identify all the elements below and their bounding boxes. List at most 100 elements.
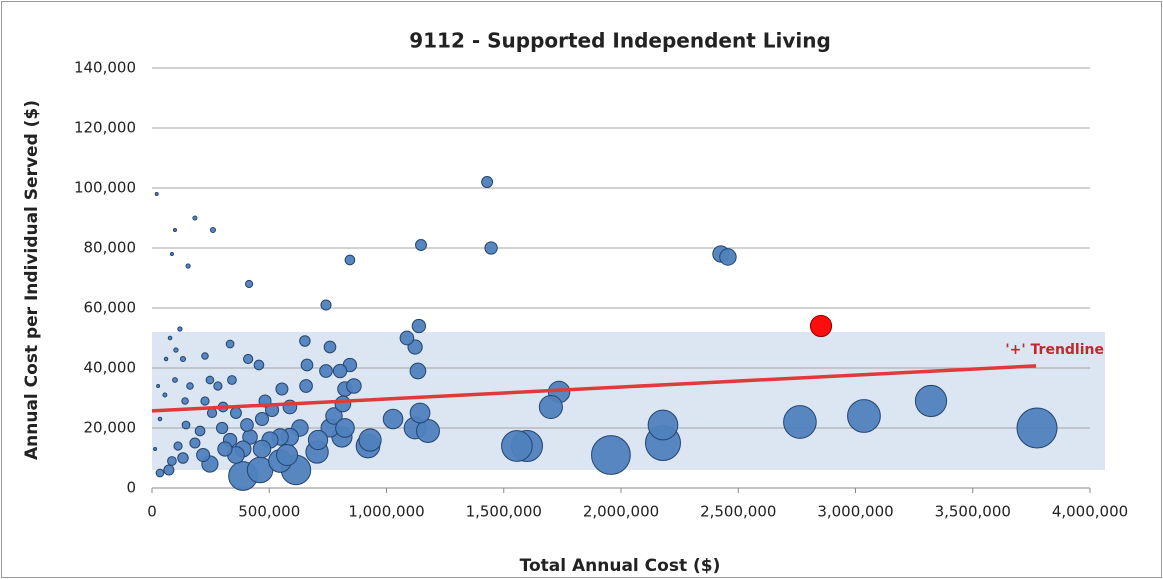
bubble xyxy=(213,381,223,391)
x-tick-label: 2,500,000 xyxy=(700,503,776,521)
bubble xyxy=(276,444,299,466)
bubble xyxy=(358,428,382,452)
bubble xyxy=(275,382,289,396)
bubble xyxy=(346,378,362,394)
bubble xyxy=(169,251,174,257)
bubble xyxy=(173,441,183,451)
bubble xyxy=(172,227,178,233)
bubble xyxy=(409,402,431,424)
bubble xyxy=(179,355,187,363)
bubble xyxy=(192,215,198,221)
bubble xyxy=(200,396,210,406)
bubble xyxy=(253,359,265,371)
y-tick-label: 140,000 xyxy=(74,59,136,77)
x-tick-label: 500,000 xyxy=(238,503,300,521)
bubble xyxy=(914,384,948,418)
x-tick-label: 0 xyxy=(147,503,157,521)
x-tick-label: 1,000,000 xyxy=(348,503,424,521)
bubble xyxy=(538,394,563,420)
bubble xyxy=(335,418,355,438)
y-tick-label: 0 xyxy=(126,479,136,497)
bubble xyxy=(181,420,191,430)
y-tick-label: 20,000 xyxy=(84,419,137,437)
bubble xyxy=(409,362,427,380)
bubble xyxy=(399,330,415,346)
bubble xyxy=(325,407,343,425)
x-axis-title: Total Annual Cost ($) xyxy=(520,556,721,576)
bubble xyxy=(411,318,427,334)
bubble xyxy=(299,335,311,347)
bubble xyxy=(647,409,679,441)
y-axis-title: Annual Cost per Individual Served ($) xyxy=(22,100,42,460)
bubble xyxy=(163,464,175,476)
bubble xyxy=(319,364,333,378)
y-tick-label: 80,000 xyxy=(84,239,137,257)
bubble xyxy=(252,439,272,459)
bubble xyxy=(320,299,332,311)
bubble xyxy=(163,356,169,362)
trendline xyxy=(151,364,1037,413)
bubble xyxy=(173,347,179,353)
bubble xyxy=(300,358,314,372)
bubble xyxy=(167,335,173,341)
bubble xyxy=(299,379,313,393)
bubble xyxy=(181,397,189,405)
bubble xyxy=(206,407,218,419)
bubble xyxy=(186,382,194,390)
chart-title: 9112 - Supported Independent Living xyxy=(409,29,831,53)
y-tick-label: 40,000 xyxy=(84,359,137,377)
bubble xyxy=(344,254,356,266)
bubble xyxy=(172,377,178,383)
y-tick-label: 120,000 xyxy=(74,119,136,137)
x-tick-label: 3,000,000 xyxy=(817,503,893,521)
bubble xyxy=(227,375,237,385)
bubble xyxy=(230,407,242,419)
bubble xyxy=(177,326,183,332)
bubble xyxy=(196,447,211,463)
bubble xyxy=(323,340,337,354)
x-tick-label: 1,500,000 xyxy=(466,503,542,521)
bubble xyxy=(334,395,352,413)
bubble xyxy=(783,405,817,439)
bubble xyxy=(217,441,233,457)
bubble xyxy=(177,452,189,464)
bubble xyxy=(225,339,235,349)
x-tick-label: 2,000,000 xyxy=(583,503,659,521)
bubble xyxy=(185,263,191,269)
bubble xyxy=(244,279,254,289)
y-tick-label: 100,000 xyxy=(74,179,136,197)
y-tick-label: 60,000 xyxy=(84,299,137,317)
x-tick-label: 3,500,000 xyxy=(935,503,1011,521)
bubble xyxy=(243,353,254,365)
bubble xyxy=(240,418,254,432)
bubble xyxy=(157,416,163,422)
bubble xyxy=(205,375,215,385)
bubble xyxy=(201,352,209,360)
bubble xyxy=(156,384,161,388)
bubble xyxy=(167,456,177,466)
bubble xyxy=(591,435,631,475)
bubble xyxy=(1016,407,1058,449)
bubble xyxy=(847,399,881,433)
bubble xyxy=(189,437,201,449)
bubble xyxy=(809,314,833,338)
bubble xyxy=(155,468,165,478)
bubble xyxy=(382,408,404,430)
x-tick-label: 4,000,000 xyxy=(1052,503,1128,521)
bubble xyxy=(501,430,533,462)
bubble xyxy=(415,239,427,251)
bubble xyxy=(484,241,498,255)
bubble xyxy=(215,421,229,435)
bubble xyxy=(162,392,168,398)
bubble xyxy=(194,425,206,437)
bubble xyxy=(332,363,348,379)
bubble xyxy=(719,248,737,266)
bubble xyxy=(307,429,329,451)
bubble xyxy=(154,192,159,196)
bubble xyxy=(209,226,216,234)
bubble xyxy=(254,411,269,427)
trendline-label: '+' Trendline xyxy=(1005,342,1104,358)
bubble xyxy=(481,176,494,188)
